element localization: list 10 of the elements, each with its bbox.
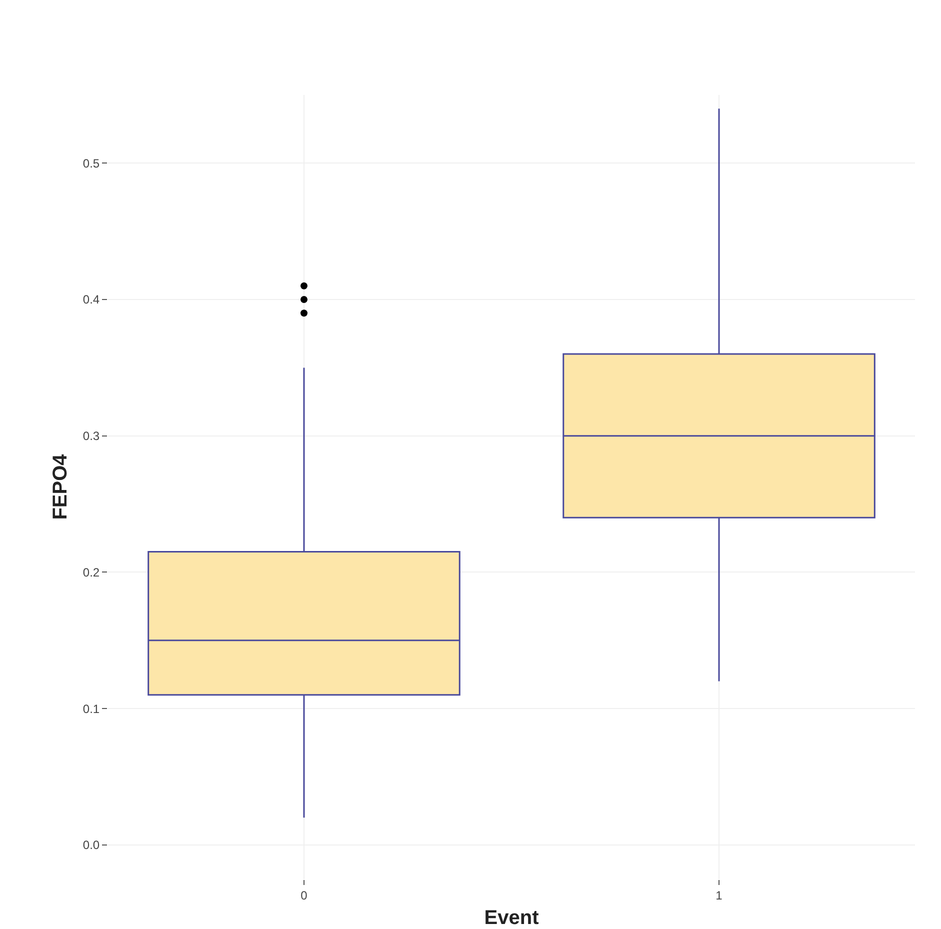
- y-tick-label: 0.1: [82, 702, 100, 716]
- x-axis-title: Event: [484, 906, 540, 929]
- y-tick-label: 0.2: [82, 565, 100, 580]
- y-tick-label: 0.0: [82, 838, 100, 852]
- y-axis-title: FEPO4: [49, 453, 72, 520]
- y-tick-label: 0.5: [82, 156, 100, 170]
- x-tick-label: 1: [716, 888, 723, 902]
- y-tick-label: 0.3: [82, 429, 100, 444]
- x-tick-label: 0: [300, 888, 308, 902]
- y-tick-label: 0.4: [82, 292, 100, 307]
